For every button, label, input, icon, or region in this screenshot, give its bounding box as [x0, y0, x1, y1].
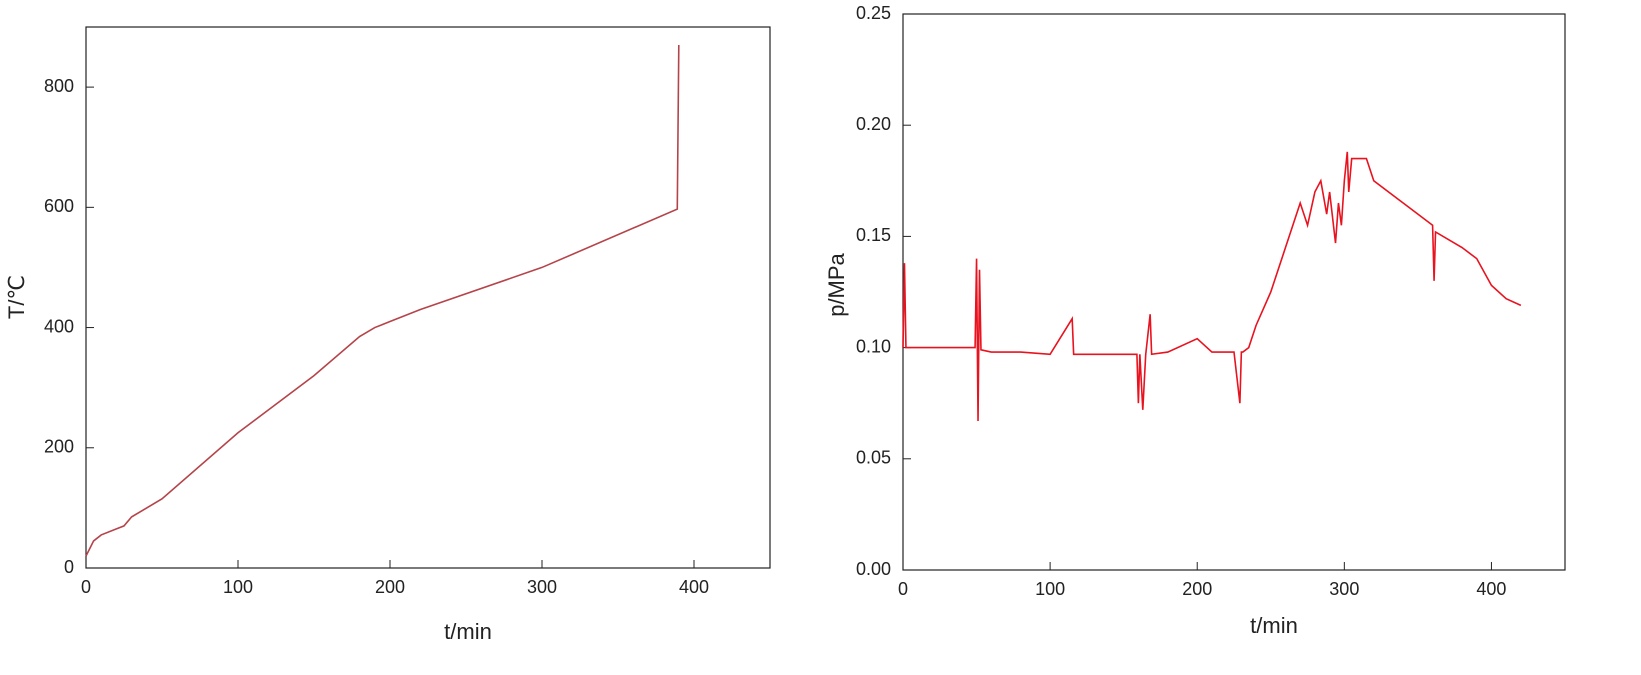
- y-tick-label: 800: [44, 76, 74, 96]
- x-tick-label: 200: [375, 577, 405, 597]
- y-tick-label: 0.10: [856, 336, 891, 356]
- x-tick-label: 0: [81, 577, 91, 597]
- y-tick-label: 0.25: [856, 3, 891, 23]
- x-tick-label: 300: [527, 577, 557, 597]
- y-tick-label: 0.20: [856, 114, 891, 134]
- x-axis-label: t/min: [444, 619, 492, 644]
- y-tick-label: 400: [44, 316, 74, 336]
- x-axis-label: t/min: [1250, 613, 1298, 638]
- plot-frame: [902, 13, 1566, 571]
- y-tick-label: 600: [44, 196, 74, 216]
- y-tick-label: 200: [44, 437, 74, 457]
- y-axis-label: T/℃: [4, 275, 29, 319]
- x-tick-label: 300: [1329, 579, 1359, 599]
- x-tick-label: 200: [1182, 579, 1212, 599]
- data-line: [902, 151, 1522, 421]
- y-tick-label: 0.00: [856, 559, 891, 579]
- y-tick-label: 0.05: [856, 448, 891, 468]
- y-tick-label: 0.15: [856, 225, 891, 245]
- plot-frame: [85, 26, 771, 569]
- data-line: [85, 45, 680, 557]
- x-tick-label: 100: [223, 577, 253, 597]
- y-tick-label: 0: [64, 557, 74, 577]
- y-axis-label: p/MPa: [824, 252, 849, 316]
- x-tick-label: 400: [679, 577, 709, 597]
- x-tick-label: 0: [898, 579, 908, 599]
- x-tick-label: 100: [1035, 579, 1065, 599]
- x-tick-label: 400: [1476, 579, 1506, 599]
